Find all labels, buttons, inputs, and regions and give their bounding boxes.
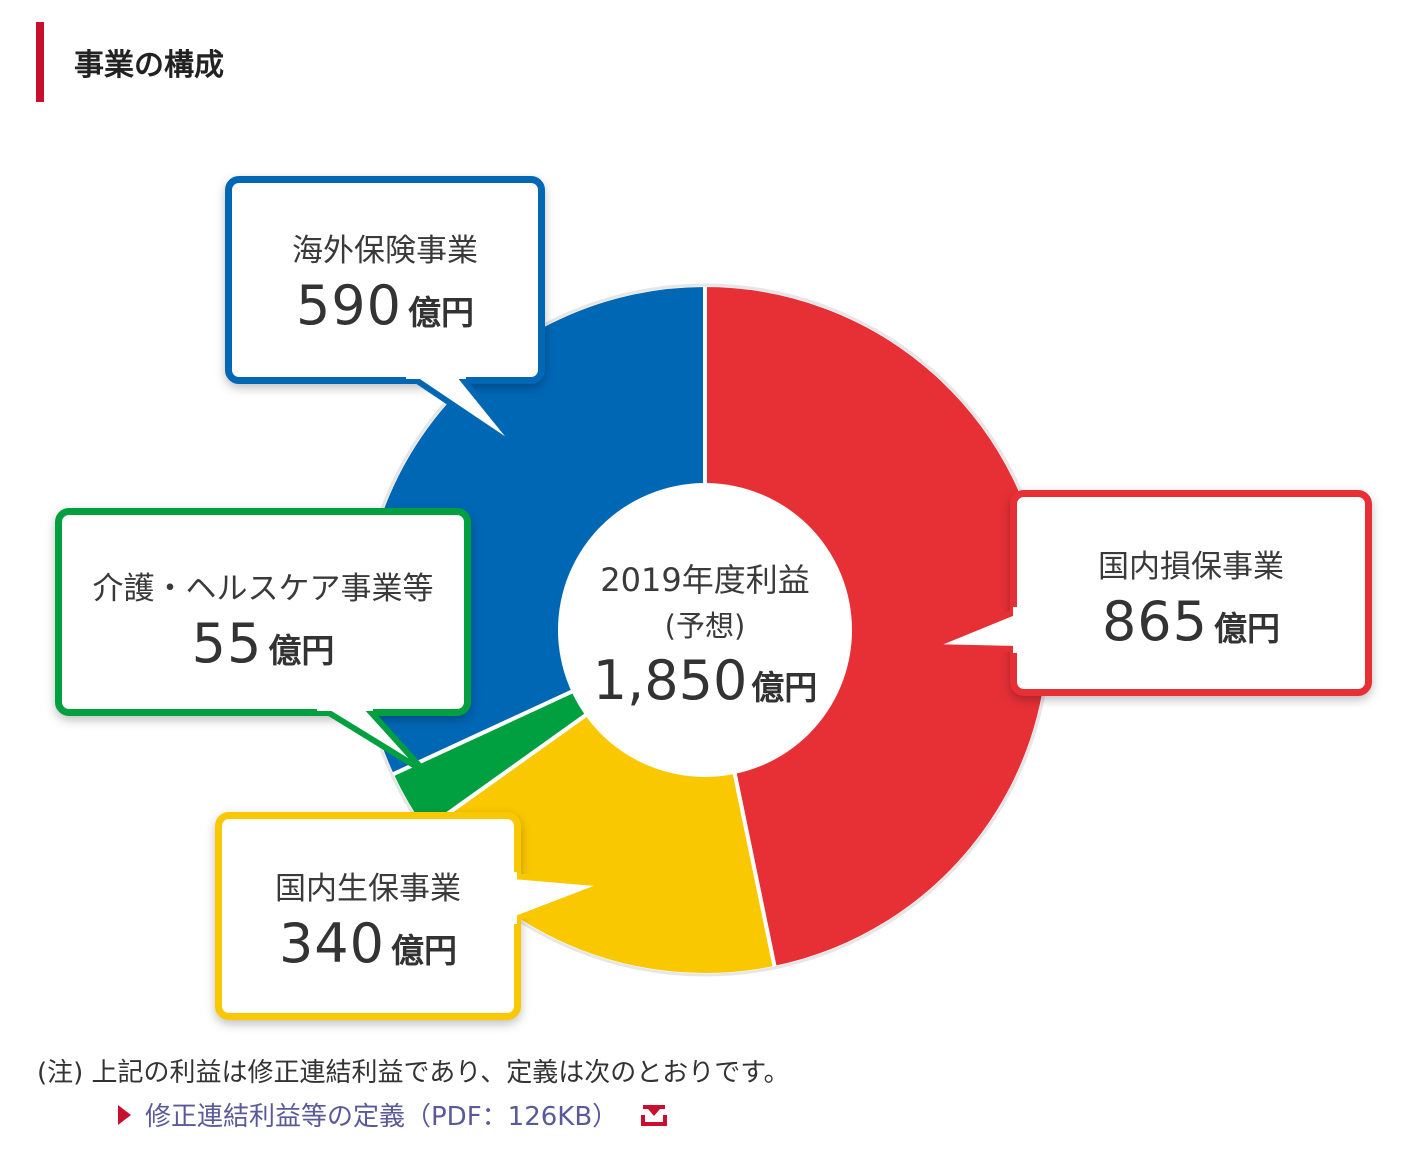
slice-unit: 億円: [1214, 609, 1281, 648]
slice-value: 55: [191, 612, 263, 675]
callout-domestic-life: 国内生保事業 340 億円: [215, 812, 521, 1020]
center-total-value: 1,850: [592, 649, 748, 712]
triangle-arrow-icon: [118, 1104, 131, 1125]
callout-tail-healthcare: [317, 702, 428, 775]
callout-tail-domestic-pc: [926, 607, 1023, 653]
chart-center-label: 2019年度利益 (予想) 1,850 億円: [560, 555, 850, 712]
pdf-link-label: 修正連結利益等の定義（PDF：126KB）: [145, 1102, 619, 1132]
slice-label: 国内損保事業: [1098, 549, 1284, 585]
center-subtitle: (予想): [664, 609, 746, 643]
slice-value-row: 590 億円: [232, 274, 538, 337]
slice-label: 介護・ヘルスケア事業等: [92, 571, 434, 607]
callout-tail-domestic-life: [507, 872, 610, 924]
callout-healthcare: 介護・ヘルスケア事業等 55 億円: [55, 508, 471, 716]
slice-value: 340: [278, 912, 386, 975]
section-heading: 事業の構成: [36, 22, 636, 102]
callout-domestic-pc: 国内損保事業 865 億円: [1010, 490, 1372, 696]
slice-value-row: 55 億円: [62, 612, 464, 675]
section-title: 事業の構成: [74, 48, 224, 83]
donut-chart: [358, 282, 1052, 977]
callout-tail-overseas: [406, 370, 523, 453]
slice-value: 590: [295, 274, 403, 337]
slice-value-row: 340 億円: [222, 912, 514, 975]
center-title: 2019年度利益: [600, 561, 810, 599]
slice-label: 海外保険事業: [292, 233, 478, 269]
center-total-unit: 億円: [751, 668, 818, 707]
slice-value: 865: [1101, 590, 1209, 653]
pdf-definition-link[interactable]: 修正連結利益等の定義（PDF：126KB）: [118, 1096, 668, 1133]
donut-hole: [558, 483, 852, 777]
callout-overseas-insurance: 海外保険事業 590 億円: [225, 176, 545, 384]
download-icon: [641, 1104, 668, 1126]
heading-accent-bar: [36, 22, 44, 102]
footnote: (注) 上記の利益は修正連結利益であり、定義は次のとおりです。: [37, 1058, 790, 1088]
slice-unit: 億円: [408, 293, 475, 332]
center-total: 1,850 億円: [560, 649, 850, 712]
slice-value-row: 865 億円: [1017, 590, 1365, 653]
slice-unit: 億円: [391, 931, 458, 970]
slice-unit: 億円: [268, 631, 335, 670]
slice-label: 国内生保事業: [275, 871, 461, 907]
